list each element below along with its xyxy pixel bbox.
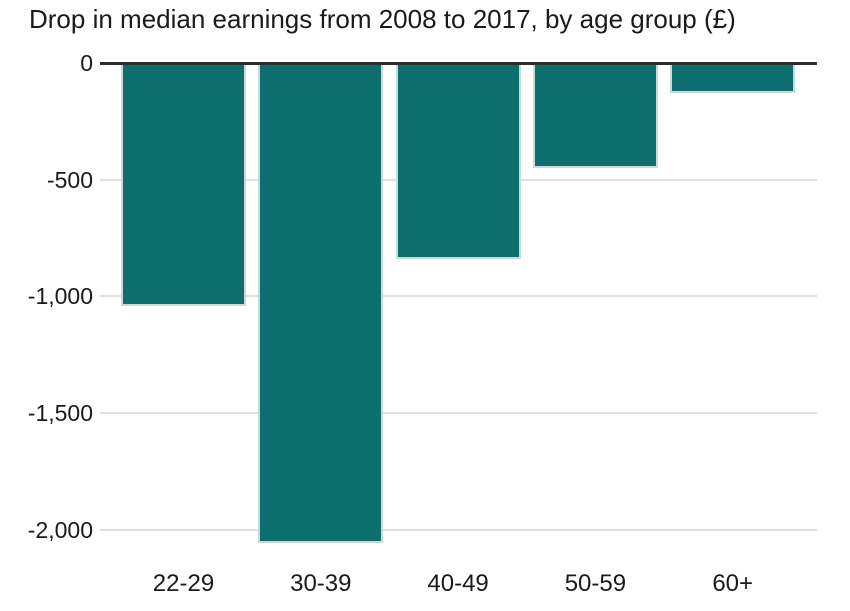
x-axis-category-label: 22-29 [152,570,215,597]
x-axis-category-label: 30-39 [290,570,352,597]
y-axis-tick-label: -500 [46,166,93,193]
bar-22-29 [121,63,246,306]
gridline [100,411,817,414]
gridline [100,295,817,298]
y-axis-tick-label: -1,000 [27,283,93,310]
y-axis-tick-label: 0 [80,50,93,76]
x-axis-category-label: 40-49 [427,570,489,597]
y-axis-tick-label: -1,500 [27,399,93,426]
zero-axis-line [100,61,817,65]
chart-title: Drop in median earnings from 2008 to 201… [29,4,736,34]
y-axis-tick-label: -2,000 [27,516,93,543]
bar-40-49 [395,63,521,259]
bar-30-39 [258,63,384,544]
bar-50-59 [532,63,658,168]
x-axis-category-label: 60+ [712,570,754,597]
gridline [100,528,817,531]
x-axis-category-label: 50-59 [564,570,627,597]
bar-60+ [670,63,796,94]
